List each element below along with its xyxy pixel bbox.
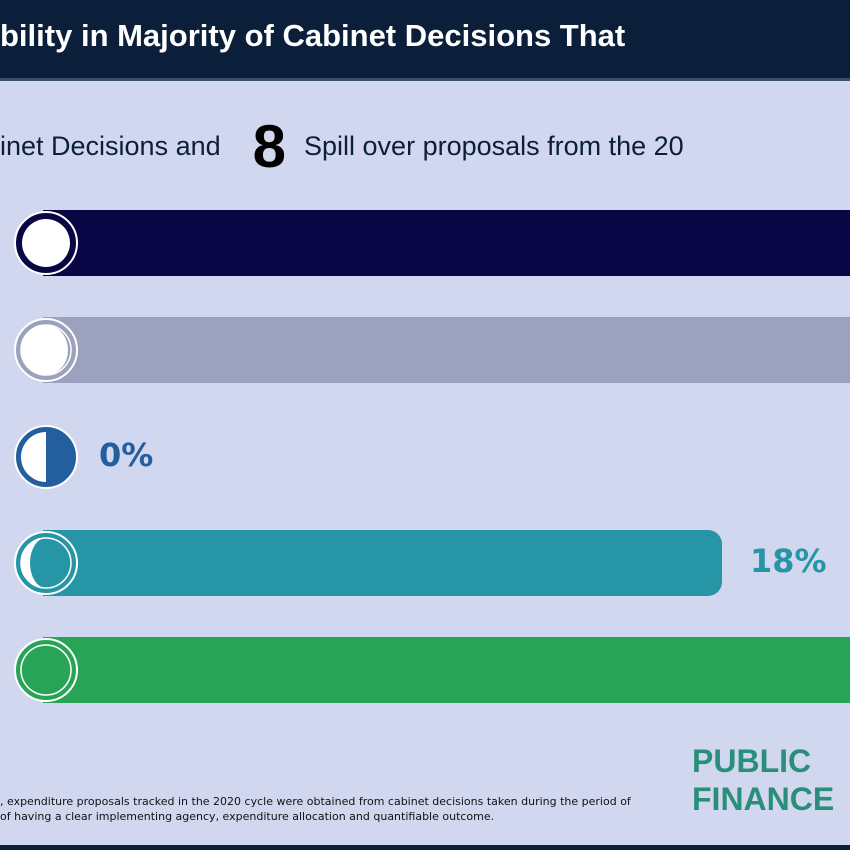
data-label: 18% [750,542,827,580]
logo-line-2: FINANCE [692,781,835,817]
footnote: , expenditure proposals tracked in the 2… [0,794,631,824]
logo: PUBLIC FINANCE [692,742,848,818]
subtitle-right: Spill over proposals from the 20 [304,131,684,161]
moon-phase-icon [14,211,78,275]
bar [43,637,850,703]
title-bar: bility in Majority of Cabinet Decisions … [0,0,850,81]
moon-phase-icon [14,638,78,702]
moon-phase-icon [14,425,78,489]
subtitle-left: inet Decisions and [0,131,221,161]
data-label: 0% [99,436,154,474]
bottom-bar [0,845,850,850]
bar [43,530,722,596]
logo-line-1: PUBLIC [692,743,812,779]
bar [43,210,850,276]
subtitle-number: 8 [252,113,287,180]
footnote-line-2: of having a clear implementing agency, e… [0,810,495,823]
subtitle: inet Decisions and 8 Spill over proposal… [0,112,850,181]
moon-phase-icon [14,531,78,595]
moon-phase-icon [14,318,78,382]
page-title: bility in Majority of Cabinet Decisions … [0,18,626,53]
footnote-line-1: , expenditure proposals tracked in the 2… [0,795,631,808]
bar [43,317,850,383]
